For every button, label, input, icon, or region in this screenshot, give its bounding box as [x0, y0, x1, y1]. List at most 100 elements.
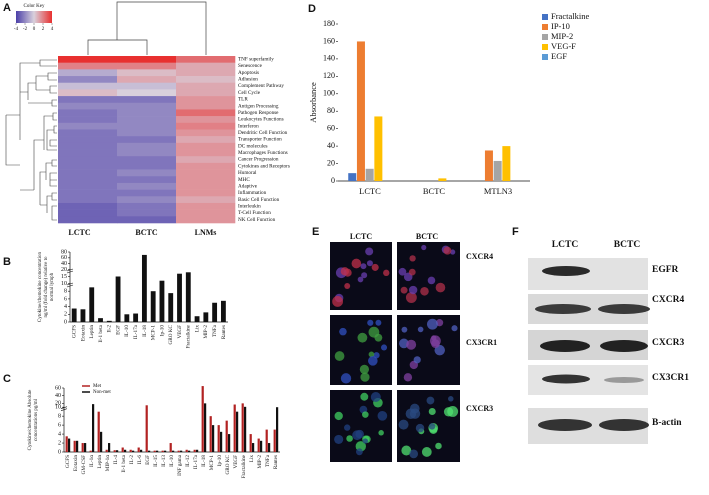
- y-tick-label: 80: [327, 106, 335, 115]
- heatmap-cell: [58, 176, 118, 184]
- heatmap-cell: [117, 209, 177, 217]
- heatmap-cell: [176, 122, 236, 130]
- y-tick-label: 60: [327, 123, 335, 132]
- heatmap-cell: [58, 162, 118, 170]
- panel-letter: E: [312, 226, 319, 238]
- cell: [366, 260, 373, 267]
- x-tick-label: Lix: [249, 455, 255, 463]
- x-tick-label: TNFa: [212, 324, 218, 337]
- row-label: MHC: [238, 177, 250, 183]
- heatmap-cell: [117, 102, 177, 110]
- y-tick-label: 10: [55, 405, 61, 411]
- bar: [265, 429, 268, 452]
- cell: [355, 448, 363, 456]
- x-tick-label: IL-10: [124, 325, 130, 337]
- column-label: LCTC: [552, 240, 579, 250]
- bar: [209, 416, 212, 452]
- panel-letter: A: [3, 2, 11, 14]
- color-key-title: Color Key: [24, 4, 45, 9]
- cell: [451, 325, 458, 332]
- heatmap-cell: [176, 182, 236, 190]
- y-tick-label: 20: [61, 267, 67, 273]
- x-tick-label: EGF: [145, 455, 151, 465]
- heatmap-cell: [176, 82, 236, 90]
- row-label: TLR: [238, 97, 248, 103]
- blot: [528, 258, 648, 290]
- bar: [177, 450, 180, 452]
- row-label: Senescence: [238, 63, 263, 69]
- bar: [168, 293, 174, 322]
- row-label: Cancer Progression: [238, 157, 279, 163]
- heatmap-cell: [58, 102, 118, 110]
- row-label: Humoral: [238, 170, 257, 176]
- heatmap-cell: [176, 136, 236, 144]
- bar: [228, 434, 231, 452]
- heatmap-cell: [117, 136, 177, 144]
- y-tick-label: 15: [61, 274, 67, 280]
- blots: [528, 258, 650, 444]
- y-tick-label: 6: [64, 296, 67, 302]
- legend-label: Fractalkine: [551, 11, 589, 21]
- cell: [380, 344, 388, 351]
- bar: [252, 443, 255, 452]
- bar: [137, 447, 140, 452]
- color-key-tick-label: 2: [42, 27, 45, 32]
- bar: [201, 386, 204, 452]
- cell: [409, 255, 416, 262]
- cell: [405, 292, 417, 303]
- cell: [415, 423, 425, 433]
- heatmap-cell: [58, 82, 118, 90]
- cell: [359, 364, 370, 375]
- bar: [236, 411, 239, 452]
- y-tick-label: 160: [323, 36, 335, 45]
- color-key-tick-label: -2: [23, 27, 28, 32]
- column-label: LNMs: [195, 228, 217, 237]
- bar: [92, 404, 95, 452]
- bar: [172, 450, 175, 452]
- cell: [443, 246, 452, 255]
- y-tick-label: 10: [61, 281, 67, 287]
- y-tick-label: 8: [58, 414, 61, 420]
- x-tick-label: BCTC: [423, 186, 446, 196]
- bar: [71, 308, 77, 322]
- bar: [438, 178, 447, 181]
- y-tick-label: 4: [58, 431, 61, 437]
- heatmap-cell: [176, 62, 236, 70]
- row-dendrogram: [5, 59, 57, 221]
- legend-swatch: [542, 54, 548, 60]
- bar: [268, 443, 271, 452]
- x-tick-label: Il-2: [107, 325, 113, 333]
- bar: [260, 440, 263, 452]
- row-label: Transporter Function: [238, 137, 282, 143]
- cell: [344, 283, 351, 289]
- legend-swatch: [542, 34, 548, 40]
- x-tick-label: Ip-10: [159, 325, 165, 337]
- legend-label: IP-10: [551, 21, 570, 31]
- cell: [448, 396, 454, 402]
- cell: [360, 263, 367, 270]
- x-tick-label: MIP-1α: [105, 455, 111, 472]
- heatmap-cell: [117, 129, 177, 137]
- bar: [145, 405, 148, 452]
- y-tick-label: 180: [323, 19, 335, 28]
- heatmap-cell: [117, 162, 177, 170]
- heatmap-cell: [58, 202, 118, 210]
- heatmap-cell: [58, 136, 118, 144]
- bar: [188, 450, 191, 452]
- x-tick-label: MCP-1: [209, 455, 215, 471]
- y-tick-label: 0: [331, 176, 335, 185]
- y-axis-label: ng/ml (fold change) relative to: [44, 256, 49, 318]
- cell: [413, 356, 421, 364]
- heatmap-cell: [117, 216, 177, 224]
- x-tick-label: IL-18: [142, 325, 148, 337]
- cell: [357, 276, 364, 283]
- heatmap-cell: [58, 69, 118, 77]
- band: [535, 304, 591, 314]
- bar: [365, 168, 374, 181]
- cell: [365, 247, 374, 256]
- row-label: Dendritic Cell Function: [238, 130, 288, 136]
- heatmap-cell: [117, 56, 177, 63]
- heatmap-cell: [58, 169, 118, 177]
- row-label: Basic Cell Function: [238, 197, 280, 203]
- bar: [220, 431, 223, 452]
